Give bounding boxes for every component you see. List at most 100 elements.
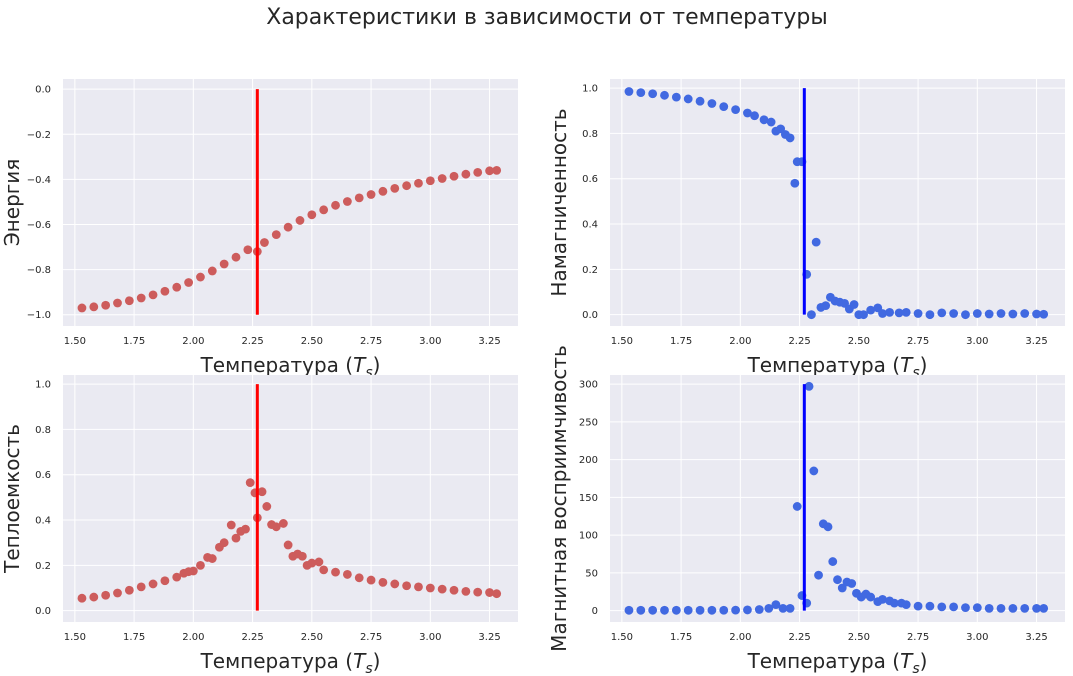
susceptibility-data-point [707,605,717,615]
magnetization-panel: 1.50 1.75 2.00 2.25 2.50 2.75 3.00 3.25 1.0 0.8 0.… [547,79,1065,381]
heat-capacity-data-point [283,540,293,550]
susceptibility-xtick-label: 1.75 [670,632,692,643]
magnetization-ytick-label: 0.0 [582,310,598,321]
magnetization-xtick-label: 2.75 [907,336,929,347]
heat-capacity-data-point [492,589,502,599]
heat-capacity-data-point [366,575,376,585]
susceptibility-xtick-label: 3.00 [966,632,988,643]
magnetization-ytick-label: 0.8 [582,129,598,140]
magnetization-y-axis-label: Намагниченность [547,108,571,296]
magnetization-data-point [821,301,831,311]
susceptibility-xtick-label: 2.25 [788,632,810,643]
energy-data-point [485,166,494,176]
magnetization-data-point [937,308,947,318]
heat-capacity-data-point [101,590,111,600]
heat-capacity-y-axis-label: Теплоемкость [0,424,24,574]
susceptibility-xtick-label: 2.00 [729,632,751,643]
energy-data-point [425,176,435,186]
susceptibility-data-point [771,600,781,610]
susceptibility-data-point [961,603,970,613]
magnetization-data-point [984,309,994,319]
susceptibility-data-point [743,605,752,615]
susceptibility-data-point [866,592,876,602]
susceptibility-data-point [889,598,899,608]
energy-xtick-label: 3.25 [478,336,500,347]
energy-xtick-label: 2.25 [241,336,263,347]
heat-capacity-xtick-label: 1.50 [64,632,86,643]
susceptibility-data-point [833,575,842,585]
energy-data-point [207,266,217,276]
susceptibility-data-point [648,605,658,615]
susceptibility-xtick-label: 2.75 [907,632,929,643]
heat-capacity-data-point [437,584,447,594]
susceptibility-data-point [785,604,795,613]
energy-data-point [473,167,483,177]
energy-data-point [319,205,329,215]
magnetization-xtick-label: 1.75 [670,336,692,347]
magnetization-plot-area [610,79,1065,326]
heat-capacity-data-point [402,581,412,591]
energy-data-point [172,282,182,292]
heat-capacity-data-point [473,587,483,597]
magnetization-x-axis-label: Температура (Ts) [747,353,928,381]
energy-x-axis-label: Температура (Ts) [200,353,381,381]
magnetization-data-point [949,309,959,318]
susceptibility-data-point [996,604,1006,613]
energy-data-point [354,193,364,203]
heat-capacity-xtick-label: 3.00 [419,632,441,643]
susceptibility-data-point [1020,604,1030,613]
susceptibility-plot-area [610,375,1065,622]
magnetization-data-point [624,87,634,96]
heat-capacity-data-point [231,533,241,543]
heat-capacity-data-point [257,487,267,497]
energy-data-point [342,197,352,206]
heat-capacity-data-point [219,538,229,548]
energy-data-point [366,190,376,199]
magnetization-data-point [785,133,795,143]
magnetization-ytick-label: 1.0 [582,84,598,95]
magnetization-data-point [807,310,816,320]
heat-capacity-data-point [485,588,494,597]
heat-capacity-ytick-label: 0.2 [35,561,51,572]
magnetization-data-point [671,92,681,102]
energy-data-point [260,238,269,247]
magnetization-xtick-label: 2.00 [729,336,751,347]
energy-data-point [295,216,305,225]
magnetization-data-point [759,115,769,125]
susceptibility-data-point [660,605,669,615]
heat-capacity-data-point [226,520,236,530]
energy-data-point [184,278,193,287]
susceptibility-data-point [809,466,819,476]
susceptibility-data-point [949,602,959,612]
magnetization-data-point [790,178,800,188]
magnetization-data-point [750,111,759,121]
magnetization-data-point [859,310,868,320]
energy-data-point [461,169,471,179]
magnetization-ytick-label: 0.2 [582,265,598,276]
energy-xtick-label: 1.50 [64,336,86,347]
magnetization-data-point [707,99,717,108]
magnetization-data-point [866,305,876,315]
magnetization-data-point [719,102,729,112]
susceptibility-data-point [764,604,774,613]
heat-capacity-data-point [331,567,340,577]
heat-capacity-data-point [319,565,329,575]
energy-data-point [101,300,111,310]
susceptibility-data-point [636,605,646,615]
energy-plot-area [63,79,518,326]
heat-capacity-data-point [124,585,134,595]
heat-capacity-data-point [271,522,281,532]
susceptibility-data-point [804,381,814,391]
energy-data-point [196,272,205,282]
susceptibility-ytick-label: 0 [592,606,598,617]
heat-capacity-data-point [425,583,435,593]
susceptibility-data-point [984,604,994,613]
magnetization-data-point [961,310,970,320]
energy-xtick-label: 2.75 [360,336,382,347]
magnetization-data-point [849,300,859,309]
susceptibility-data-point [847,579,857,588]
susceptibility-data-point [1032,604,1041,613]
susceptibility-ytick-label: 50 [585,568,598,579]
heat-capacity-data-point [278,519,288,528]
susceptibility-ytick-label: 300 [579,380,598,391]
